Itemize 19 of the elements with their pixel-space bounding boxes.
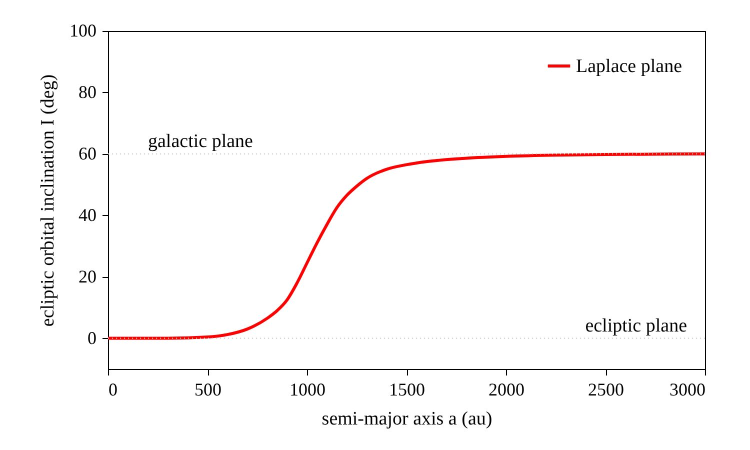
y-tick-label: 0 [88, 328, 96, 348]
y-axis-title: ecliptic orbital inclination I (deg) [38, 74, 58, 327]
line-series [108, 152, 705, 340]
y-tick-label: 80 [78, 82, 96, 102]
x-tick-label: 3000 [670, 380, 706, 400]
x-tick-label: 1000 [290, 380, 326, 400]
x-axis-title: semi-major axis a (au) [322, 408, 492, 430]
ref-line-label: galactic plane [148, 130, 253, 152]
y-tick-label: 40 [78, 204, 96, 225]
x-tick-label: 1500 [389, 380, 425, 400]
legend-label: Laplace plane [576, 56, 682, 77]
ref-line-label: ecliptic plane [585, 315, 687, 336]
y-tick-label: 100 [70, 20, 96, 40]
y-tick-label: 60 [78, 143, 96, 164]
x-tick-label: 2000 [488, 380, 524, 400]
x-tick-label: 2500 [588, 380, 624, 400]
x-tick-label: 0 [108, 380, 118, 400]
y-tick-label: 20 [78, 266, 96, 286]
x-tick-label: 500 [194, 380, 222, 400]
